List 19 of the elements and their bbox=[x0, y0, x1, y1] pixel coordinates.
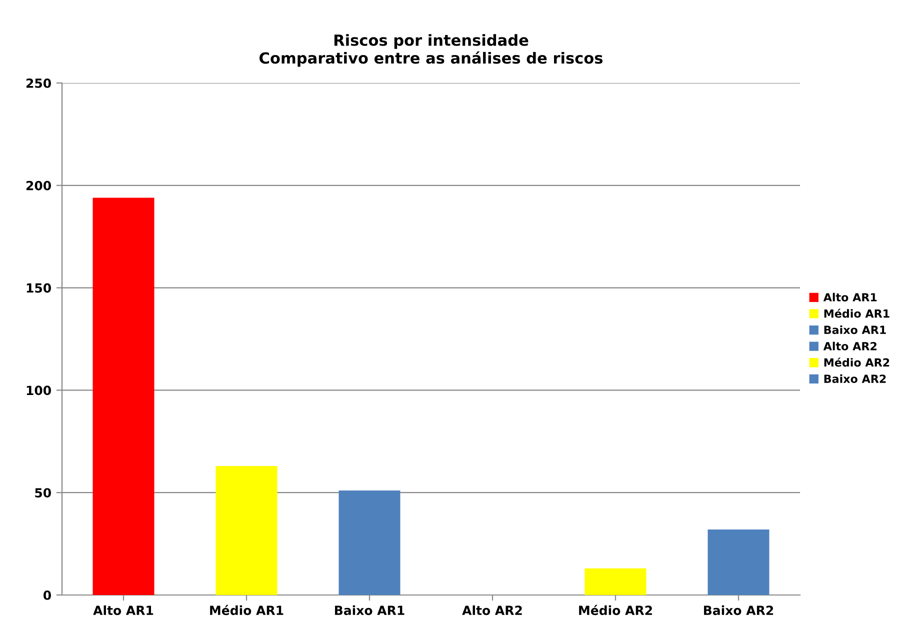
x-tick-label: Médio AR2 bbox=[579, 604, 652, 616]
y-tick-label: 0 bbox=[43, 590, 51, 600]
x-tick-label: Baixo AR2 bbox=[704, 605, 774, 616]
y-tick-label: 150 bbox=[26, 283, 51, 293]
x-tick-label: Alto AR1 bbox=[93, 605, 154, 616]
y-tick-label: 100 bbox=[26, 386, 51, 396]
y-tick-label: 250 bbox=[26, 78, 51, 88]
x-tick-label: Médio AR1 bbox=[210, 604, 284, 616]
legend-label: Médio AR2 bbox=[824, 358, 890, 367]
y-tick-label: 200 bbox=[26, 180, 51, 190]
legend-label: Alto AR1 bbox=[823, 292, 877, 302]
legend-label: Médio AR1 bbox=[824, 308, 890, 318]
legend-label: Baixo AR1 bbox=[824, 325, 886, 334]
chart-title: Riscos por intensidade Comparativo entre as análises de riscos bbox=[260, 34, 603, 67]
x-tick-label: Alto AR2 bbox=[462, 605, 522, 616]
x-tick-label: Baixo AR1 bbox=[335, 605, 404, 616]
y-tick-label: 50 bbox=[35, 488, 51, 498]
legend-label: Alto AR2 bbox=[823, 342, 876, 350]
legend-label: Baixo AR2 bbox=[824, 374, 886, 383]
